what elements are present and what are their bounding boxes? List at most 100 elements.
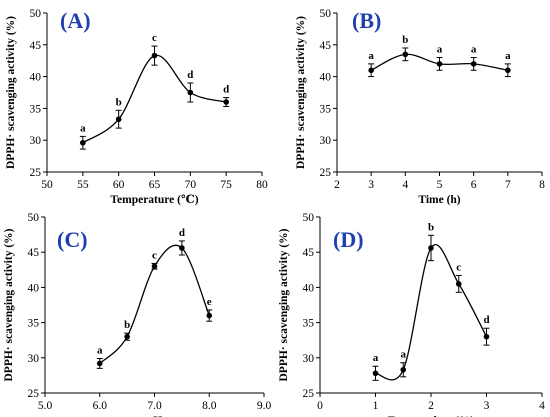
data-point (187, 89, 194, 96)
x-tick-label: 2 (334, 179, 340, 191)
y-axis-title: DPPH· scavenging activity (%) (278, 228, 290, 381)
significance-letter: a (80, 122, 86, 134)
x-tick-label: 8.0 (202, 400, 217, 412)
significance-letter: d (179, 227, 185, 239)
significance-letter: a (97, 345, 103, 357)
x-tick-label: 5.0 (38, 400, 53, 412)
y-tick-label: 30 (30, 135, 42, 147)
y-tick-label: 25 (28, 388, 40, 400)
y-tick-label: 40 (320, 72, 332, 84)
data-point (115, 116, 122, 123)
significance-letter: b (116, 96, 122, 108)
y-tick-label: 30 (303, 353, 315, 365)
y-tick-label: 50 (320, 8, 332, 20)
y-tick-label: 45 (320, 40, 332, 52)
data-point (470, 61, 477, 67)
significance-letter: d (483, 314, 489, 326)
y-axis-title: DPPH· scavenging activity (%) (295, 16, 307, 169)
y-tick-label: 25 (320, 167, 332, 179)
x-axis-title: Temperature (℃) (110, 194, 198, 206)
x-tick-label: 65 (149, 179, 161, 191)
x-tick-label: 55 (77, 179, 89, 191)
data-point (483, 333, 490, 340)
data-point (436, 61, 443, 67)
panel-label: (B) (352, 8, 381, 33)
y-axis-title: DPPH· scavenging activity (%) (5, 16, 17, 169)
significance-letter: a (368, 50, 374, 62)
x-tick-label: 5 (437, 179, 443, 191)
y-tick-label: 35 (30, 103, 42, 115)
data-point (96, 360, 103, 367)
x-tick-label: 4 (402, 179, 408, 191)
significance-letter: c (456, 261, 461, 273)
y-tick-label: 45 (303, 247, 315, 259)
data-point (400, 366, 407, 373)
y-tick-label: 30 (28, 353, 40, 365)
x-tick-label: 70 (185, 179, 197, 191)
data-point (372, 370, 379, 377)
x-tick-label: 75 (220, 179, 232, 191)
y-tick-label: 40 (303, 282, 315, 294)
x-axis-title: Enzyme dose (%) (388, 415, 474, 417)
significance-letter: a (401, 349, 407, 361)
x-tick-label: 7.0 (147, 400, 162, 412)
significance-letter: d (187, 69, 193, 81)
panel-label: (D) (333, 227, 364, 252)
x-tick-label: 4 (539, 400, 545, 412)
significance-letter: e (207, 296, 212, 308)
significance-letter: a (437, 44, 443, 56)
x-tick-label: 6 (471, 179, 477, 191)
y-tick-label: 45 (28, 247, 40, 259)
x-tick-label: 80 (256, 179, 268, 191)
panel-label: (C) (57, 227, 88, 252)
significance-letter: a (373, 352, 379, 364)
data-point (223, 99, 229, 105)
x-axis-title: pH (147, 415, 162, 417)
data-point (179, 245, 185, 251)
y-tick-label: 40 (28, 282, 40, 294)
chart-panel-3: 25 30 35 40 45 50 5.0 6.0 7.0 8.0 9.0 pH DPPH· scave… (3, 212, 271, 417)
y-tick-label: 50 (303, 212, 315, 224)
x-tick-label: 2 (428, 400, 434, 412)
x-tick-label: 1 (373, 400, 379, 412)
chart-panel-1: 25 30 35 40 45 50 50 55 60 65 70 75 80 Temperature (℃… (5, 8, 268, 206)
panel-label: (A) (60, 8, 91, 33)
chart-panel-4: 25 30 35 40 45 50 0 1 2 3 4 Enzyme dose (%) DPPH· sc… (278, 212, 545, 417)
significance-letter: b (402, 34, 408, 46)
significance-letter: b (428, 221, 434, 233)
x-tick-label: 60 (113, 179, 125, 191)
y-tick-label: 25 (303, 388, 315, 400)
data-point (428, 245, 434, 251)
significance-letter: b (124, 319, 130, 331)
x-tick-label: 50 (41, 179, 53, 191)
x-tick-label: 6.0 (93, 400, 108, 412)
y-tick-label: 25 (30, 167, 42, 179)
y-tick-label: 35 (28, 318, 40, 330)
data-point (206, 312, 213, 319)
significance-letter: c (152, 32, 157, 44)
data-point (151, 263, 158, 270)
y-tick-label: 30 (320, 135, 332, 147)
y-tick-label: 35 (320, 103, 332, 115)
y-tick-label: 50 (28, 212, 40, 224)
data-point (368, 67, 374, 74)
data-point (124, 333, 130, 340)
data-point (402, 51, 409, 58)
y-tick-label: 35 (303, 318, 315, 330)
x-tick-label: 3 (484, 400, 490, 412)
data-point (80, 139, 86, 146)
significance-letter: a (505, 50, 511, 62)
data-point (505, 67, 511, 74)
x-axis-title: Time (h) (418, 194, 460, 206)
significance-letter: a (471, 44, 477, 56)
x-tick-label: 8 (539, 179, 545, 191)
data-point (455, 281, 462, 287)
x-tick-label: 9.0 (257, 400, 272, 412)
y-tick-label: 45 (30, 40, 42, 52)
y-tick-label: 40 (30, 72, 42, 84)
series-line (82, 54, 227, 144)
x-tick-label: 0 (317, 400, 323, 412)
y-axis-title: DPPH· scavenging activity (%) (3, 228, 15, 381)
